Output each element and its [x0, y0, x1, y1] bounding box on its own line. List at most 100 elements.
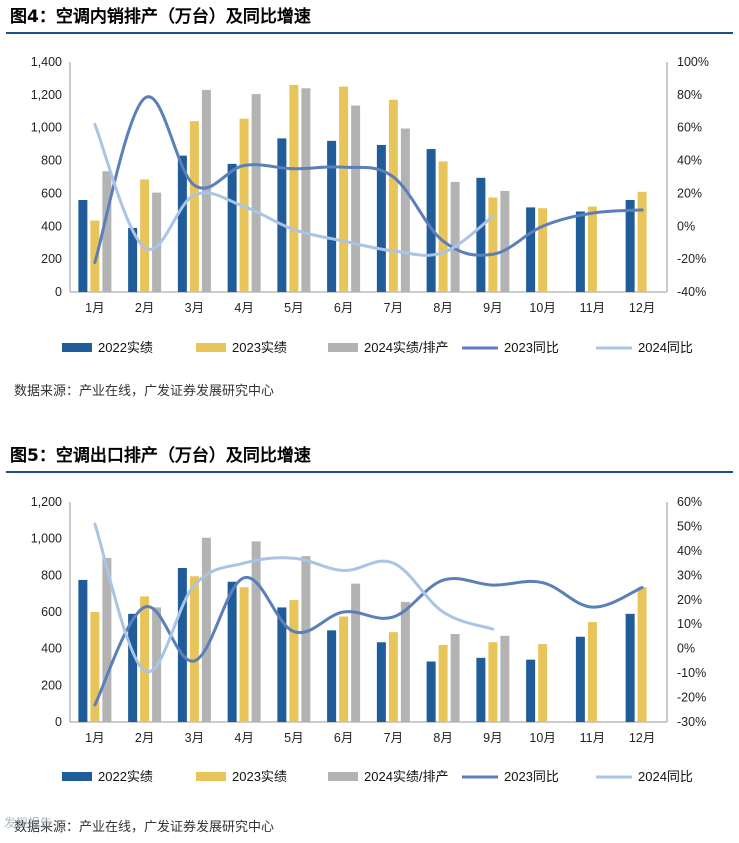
y-left-tick-label: 1,200 [31, 88, 62, 102]
bar [438, 645, 448, 722]
series-line [93, 122, 495, 257]
bar [500, 635, 510, 722]
y-right-tick-label: 0% [677, 642, 695, 656]
bar [301, 88, 311, 293]
bar [488, 197, 498, 292]
bar [388, 99, 398, 293]
bar [438, 161, 448, 292]
x-tick-label: 2月 [135, 731, 154, 745]
bar [327, 630, 337, 722]
bar [140, 596, 150, 722]
bar [376, 642, 386, 722]
y-right-tick-label: -20% [677, 252, 706, 266]
x-tick-label: 6月 [334, 731, 353, 745]
bar [227, 163, 237, 292]
bar [476, 177, 486, 292]
bar [227, 581, 237, 722]
chart-source: 数据来源：产业在线，广发证券发展研究中心 [14, 820, 275, 835]
x-tick-label: 6月 [334, 301, 353, 315]
bar [450, 634, 460, 722]
y-left-tick-label: 600 [41, 605, 62, 619]
bar [90, 220, 100, 292]
series-line [93, 576, 644, 707]
bar [538, 208, 548, 292]
chart-title: 图4：空调内销排产（万台）及同比增速 [6, 2, 733, 34]
bar [426, 661, 436, 722]
x-tick-label: 12月 [629, 731, 655, 745]
y-right-tick-label: 20% [677, 593, 702, 607]
bar [587, 206, 597, 292]
x-tick-label: 5月 [284, 301, 303, 315]
x-tick-label: 5月 [284, 731, 303, 745]
bar [90, 612, 100, 722]
x-tick-label: 9月 [483, 301, 502, 315]
x-tick-label: 10月 [529, 731, 555, 745]
bar [488, 642, 498, 722]
legend-label: 2023同比 [504, 340, 559, 355]
bar [201, 537, 211, 722]
bar [450, 181, 460, 292]
watermark-text: 发现报告 [4, 816, 53, 830]
bar [538, 644, 548, 722]
y-right-tick-label: 0% [677, 219, 695, 233]
x-tick-label: 11月 [580, 301, 605, 315]
legend-label: 2024实绩/排产 [364, 769, 449, 784]
y-left-tick-label: 400 [41, 219, 62, 233]
y-left-tick-label: 200 [41, 678, 62, 692]
x-tick-label: 7月 [384, 301, 403, 315]
x-tick-label: 4月 [234, 731, 253, 745]
y-right-tick-label: 30% [677, 568, 702, 582]
bar [637, 587, 647, 722]
chart-plot: 0 200 400 600 800 1,000 1,200 1,400 -40% -20% 0% 20… [31, 55, 709, 355]
legend-label: 2024同比 [638, 340, 693, 355]
bar [289, 600, 299, 722]
x-tick-label: 8月 [433, 731, 452, 745]
bar [587, 622, 597, 722]
series-line [93, 95, 644, 264]
bar [400, 601, 410, 722]
bar [476, 657, 486, 722]
legend-swatch [196, 772, 226, 781]
y-right-tick-label: 50% [677, 519, 702, 533]
y-left-tick-label: 400 [41, 642, 62, 656]
bar [339, 86, 349, 292]
bar [78, 579, 88, 722]
y-right-tick-label: -10% [677, 666, 706, 680]
bar [277, 607, 287, 722]
y-left-tick-label: 0 [55, 285, 62, 299]
y-left-tick-label: 1,000 [31, 121, 62, 135]
x-tick-label: 2月 [135, 301, 154, 315]
bar [251, 94, 261, 293]
y-left-tick-label: 800 [41, 568, 62, 582]
legend-label: 2023实绩 [232, 769, 287, 784]
x-tick-label: 7月 [384, 731, 403, 745]
legend-label: 2022实绩 [98, 340, 153, 355]
y-right-tick-label: 60% [677, 121, 702, 135]
chart-plot: 0 200 400 600 800 1,000 1,200 -30% -20% -10% 0% 10%… [31, 495, 706, 784]
legend-label: 2024实绩/排产 [364, 340, 449, 355]
bar [526, 207, 536, 292]
legend-swatch [328, 343, 358, 352]
legend-swatch [62, 772, 92, 781]
x-tick-label: 1月 [85, 731, 104, 745]
legend-label: 2024同比 [638, 769, 693, 784]
x-tick-label: 3月 [185, 731, 204, 745]
bar [289, 85, 299, 292]
y-right-tick-label: 60% [677, 495, 702, 509]
x-tick-label: 9月 [483, 731, 502, 745]
y-right-tick-label: 40% [677, 154, 702, 168]
legend-swatch [196, 343, 226, 352]
x-tick-label: 1月 [85, 301, 104, 315]
bar [351, 583, 361, 722]
bar [400, 128, 410, 292]
y-right-tick-label: 20% [677, 186, 702, 200]
bar [128, 227, 138, 292]
bar [201, 89, 211, 292]
y-left-tick-label: 1,200 [31, 495, 62, 509]
y-right-tick-label: -30% [677, 715, 706, 729]
y-right-tick-label: -40% [677, 285, 706, 299]
bar [339, 616, 349, 722]
bar [102, 171, 112, 292]
y-right-tick-label: -20% [677, 691, 706, 705]
series-line [93, 522, 495, 674]
